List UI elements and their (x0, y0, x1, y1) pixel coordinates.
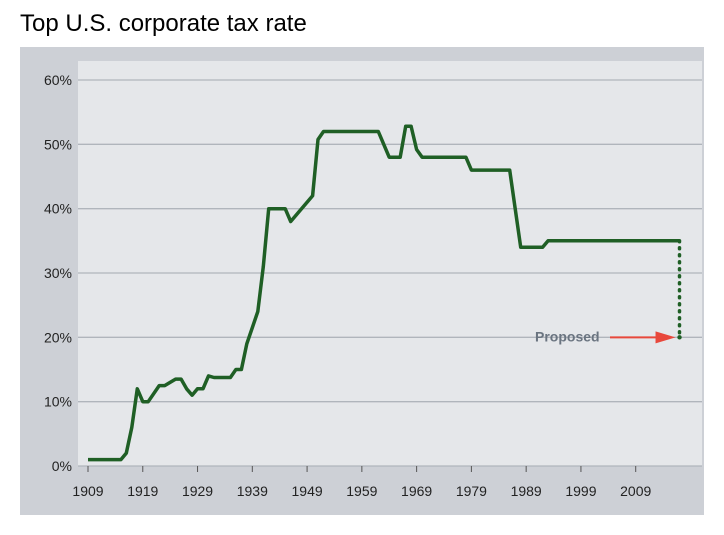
y-tick-label: 0% (52, 458, 72, 474)
series-layer (88, 124, 682, 462)
tax-rate-line (88, 124, 680, 462)
chart-title: Top U.S. corporate tax rate (20, 10, 307, 37)
x-tick-label: 1949 (292, 483, 323, 499)
x-tick-label: 1959 (346, 483, 377, 499)
y-tick-label: 20% (44, 329, 72, 345)
x-tick-label: 1939 (237, 483, 268, 499)
proposed-point (677, 335, 682, 340)
x-axis-ticks: 1909 1919 1929 1939 1949 1959 1969 1979 1989 1999… (72, 466, 651, 499)
proposed-arrow-head (655, 331, 676, 344)
grid-lines (78, 79, 702, 467)
y-tick-label: 30% (44, 265, 72, 281)
x-tick-label: 1909 (72, 483, 103, 499)
y-tick-label: 10% (44, 394, 72, 410)
x-tick-label: 1929 (182, 483, 213, 499)
annotations-layer: Proposed (535, 328, 682, 344)
proposed-label: Proposed (535, 328, 600, 344)
y-tick-label: 50% (44, 136, 72, 152)
x-tick-label: 1919 (127, 483, 158, 499)
x-tick-label: 1989 (511, 483, 542, 499)
y-axis-ticks: 0% 10% 20% 30% 40% 50% 60% (44, 72, 72, 474)
x-tick-label: 2009 (620, 483, 651, 499)
x-tick-label: 1969 (401, 483, 432, 499)
plot-area (78, 61, 702, 466)
y-tick-label: 60% (44, 72, 72, 88)
y-tick-label: 40% (44, 201, 72, 217)
x-tick-label: 1979 (456, 483, 487, 499)
x-tick-label: 1999 (565, 483, 596, 499)
